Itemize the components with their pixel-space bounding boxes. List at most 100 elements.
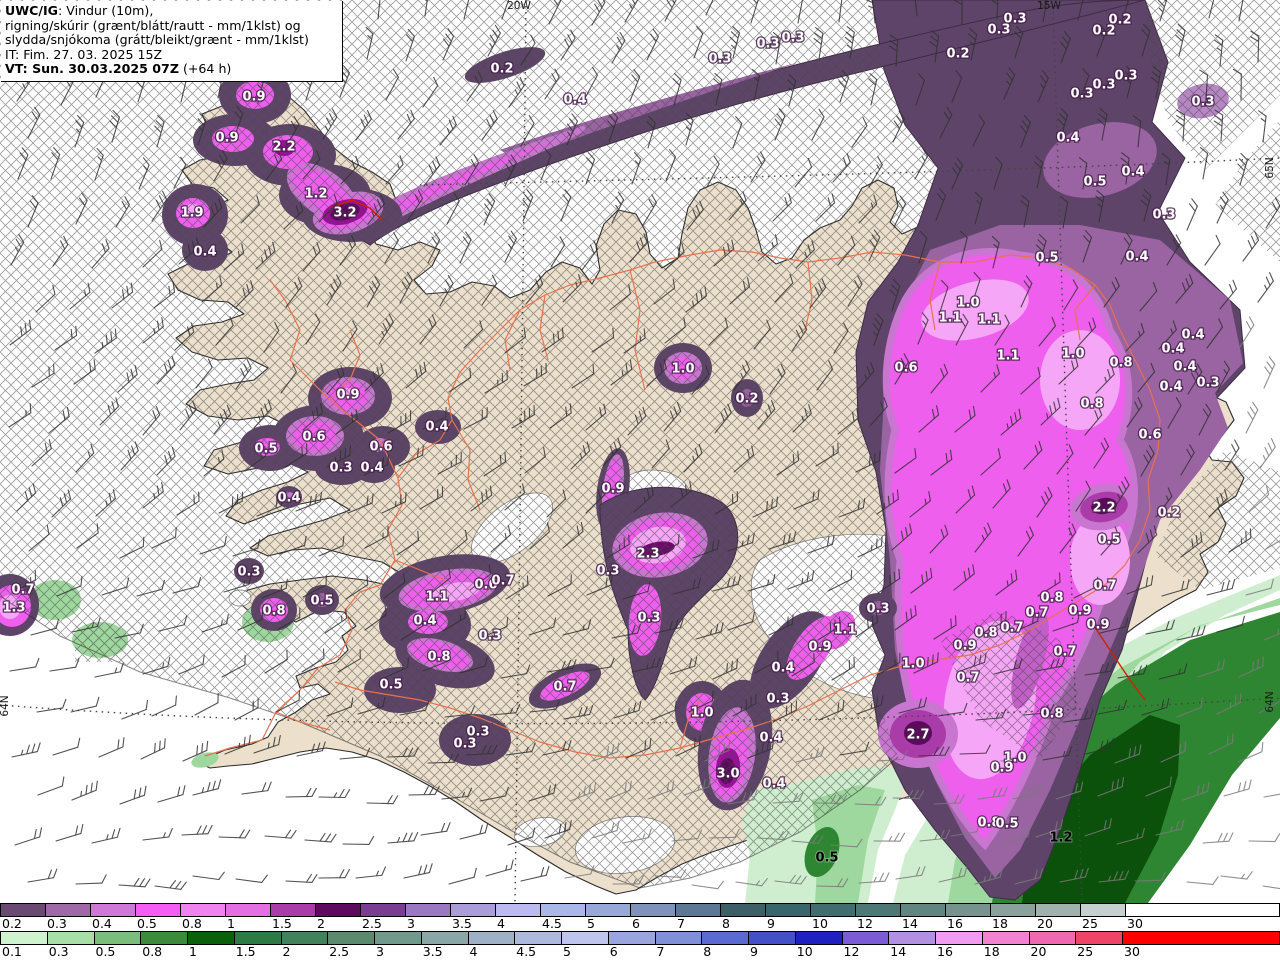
- precip-value-label: 0.7: [1093, 579, 1116, 594]
- scale-cell-20: [1028, 931, 1076, 945]
- precip-value-label: 0.7: [491, 574, 514, 589]
- scale-tick-label: 4.5: [542, 916, 562, 931]
- scale-cell-2.5: [360, 903, 405, 917]
- precip-value-label: 0.3: [987, 23, 1010, 38]
- scale-cell-0.5: [93, 931, 141, 945]
- scale-cell-20: [1035, 903, 1080, 917]
- scale-tick-label: 3: [407, 916, 415, 931]
- precip-value-label: 0.3: [1070, 87, 1093, 102]
- precip-value-label: 3.2: [333, 206, 356, 221]
- precip-value-label: 0.3: [1114, 69, 1137, 84]
- precip-value-label: 0.9: [808, 640, 831, 655]
- precip-value-label: 0.5: [815, 851, 838, 866]
- scale-tick-label: 9: [767, 916, 775, 931]
- precip-value-label: 0.4: [1056, 131, 1079, 146]
- precip-value-label: 1.0: [901, 657, 924, 672]
- graticule-labels: 20W 15W 64N 65N 64N: [0, 0, 1276, 717]
- precip-value-label: 0.6: [894, 361, 917, 376]
- precip-value-label: 0.3: [453, 737, 476, 752]
- scale-tick-label: 0.2: [2, 916, 22, 931]
- precip-value-label: 0.4: [771, 661, 794, 676]
- precip-value-label: 0.4: [193, 245, 216, 260]
- precip-value-label: 1.1: [425, 590, 448, 605]
- precip-value-label: 0.6: [474, 578, 497, 593]
- scale-tick-label: 4: [469, 944, 478, 959]
- scale-cell-9: [765, 903, 810, 917]
- precip-value-label: 2.7: [906, 728, 929, 743]
- scale-cell-16: [945, 903, 990, 917]
- precip-value-label: 1.0: [671, 362, 694, 377]
- precip-value-label: 0.3: [866, 602, 889, 617]
- precip-value-label: 0.9: [242, 90, 265, 105]
- scale-tick-label: 9: [750, 944, 758, 959]
- scale-cell-0.3: [45, 903, 90, 917]
- precip-value-label: 0.6: [302, 430, 325, 445]
- scale-cell-2: [315, 903, 360, 917]
- precip-value-label: 0.2: [1157, 506, 1180, 521]
- precip-value-label: 0.4: [563, 93, 586, 108]
- precip-value-label: 0.8: [1040, 591, 1063, 606]
- precip-value-label: 0.2: [1108, 13, 1131, 28]
- precip-value-label: 0.3: [466, 725, 489, 740]
- precip-value-label: 3.0: [716, 767, 739, 782]
- precip-value-label: 0.5: [379, 678, 402, 693]
- precip-value-label: 0.4: [762, 777, 785, 792]
- scale-tick-label: 2: [317, 916, 325, 931]
- precip-value-label: 0.7: [956, 671, 979, 686]
- scale-tick-label: 2.5: [329, 944, 350, 959]
- precip-value-label: 0.4: [759, 731, 782, 746]
- scale-cell-10: [810, 903, 855, 917]
- scale-tick-label: 30: [1127, 916, 1143, 931]
- precip-value-label: 0.5: [310, 594, 333, 609]
- scale-cell-8: [720, 903, 765, 917]
- scale-tick-label: 8: [722, 916, 730, 931]
- precip-mass-northeast: [855, 0, 1246, 901]
- scale-cell-4: [467, 931, 515, 945]
- scale-cell-8: [701, 931, 748, 945]
- precip-value-label: 0.4: [1125, 250, 1148, 265]
- scale-cell-18: [981, 931, 1029, 945]
- precip-value-label: 0.4: [1159, 380, 1182, 395]
- scale-cell-1: [225, 903, 270, 917]
- scale-cell-4: [495, 903, 540, 917]
- precip-value-label: 0.9: [990, 761, 1013, 776]
- precip-value-label: 1.0: [956, 296, 979, 311]
- scale-cell-30: [1125, 903, 1280, 917]
- scale-cell-1: [187, 931, 234, 945]
- scale-cell-7: [675, 903, 720, 917]
- precip-value-label: 0.3: [1191, 95, 1214, 110]
- precip-value-label: 0.7: [11, 583, 34, 598]
- scale-tick-label: 0.8: [142, 944, 163, 959]
- rain-color-scale: [0, 931, 1280, 945]
- map-title-box: UWC/IG: Vindur (10m), rigning/skúrir (gr…: [1, 1, 343, 82]
- scale-tick-label: 0.4: [92, 916, 112, 931]
- scale-cell-7: [654, 931, 702, 945]
- precip-value-label: 0.3: [708, 52, 731, 67]
- precip-value-label: 0.3: [781, 31, 804, 46]
- scale-tick-label: 5: [587, 916, 595, 931]
- scale-cell-5: [585, 903, 630, 917]
- precip-value-label: 0.3: [596, 564, 619, 579]
- scale-cell-3.5: [420, 931, 468, 945]
- precip-value-label: 0.9: [336, 388, 359, 403]
- scale-cell-0.8: [140, 931, 187, 945]
- scale-tick-label: 14: [902, 916, 918, 931]
- precip-value-label: 0.9: [601, 482, 624, 497]
- precip-value-label: 1.3: [2, 601, 25, 616]
- scale-cell-3: [405, 903, 450, 917]
- graticule-label: 15W: [1037, 0, 1061, 12]
- precip-value-label: 0.3: [329, 461, 352, 476]
- precip-value-label: 2.2: [1092, 501, 1115, 516]
- rain-scale-labels: 0.1 0.3 0.5 0.8 1 1.5 2 2.5 3 3.5 4 4.5 5 6 7 8 9 10 12 14 1…: [0, 945, 1280, 960]
- scale-cell-0.8: [180, 903, 225, 917]
- scale-tick-label: 4.5: [516, 944, 537, 959]
- precip-value-label: 0.8: [974, 626, 997, 641]
- scale-cell-1.5: [233, 931, 281, 945]
- sleet-snow-scale-labels: 0.2 0.3 0.4 0.5 0.8 1 1.5 2 2.5 3 3.5 4 4.5 5 6 7 8 9 10 12…: [0, 917, 1280, 931]
- precip-value-label: 1.1: [833, 623, 856, 638]
- title-line-3: slydda/snjókoma (grátt/bleikt/grænt - mm…: [5, 32, 309, 48]
- precip-value-label: 0.3: [637, 611, 660, 626]
- scale-cell-14: [888, 931, 935, 945]
